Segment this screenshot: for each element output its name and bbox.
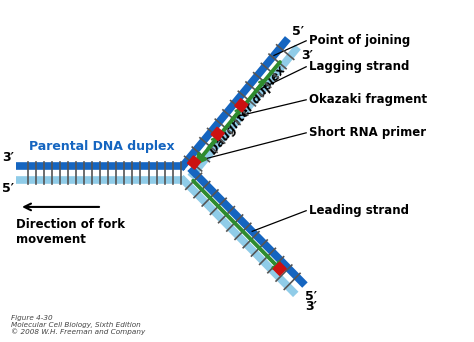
Polygon shape (211, 127, 224, 141)
Text: 3′: 3′ (301, 49, 313, 62)
Text: Direction of fork
movement: Direction of fork movement (16, 218, 125, 246)
Text: Leading strand: Leading strand (309, 204, 409, 217)
Text: Daughter duplex: Daughter duplex (207, 64, 288, 157)
Text: 5′: 5′ (305, 290, 317, 303)
Polygon shape (235, 98, 248, 112)
Polygon shape (188, 156, 201, 169)
Text: Short RNA primer: Short RNA primer (309, 126, 426, 139)
Text: 5′: 5′ (292, 25, 304, 38)
Text: 3′: 3′ (305, 300, 317, 313)
Text: Parental DNA duplex: Parental DNA duplex (29, 140, 175, 153)
Text: Lagging strand: Lagging strand (309, 60, 410, 73)
Text: Okazaki fragment: Okazaki fragment (309, 93, 427, 106)
Text: 3′: 3′ (2, 151, 14, 164)
Text: Point of joining: Point of joining (309, 34, 410, 47)
Polygon shape (273, 262, 286, 275)
Text: Figure 4-30
Molecular Cell Biology, Sixth Edition
© 2008 W.H. Freeman and Compan: Figure 4-30 Molecular Cell Biology, Sixt… (11, 315, 146, 336)
Text: 5′: 5′ (2, 182, 14, 195)
